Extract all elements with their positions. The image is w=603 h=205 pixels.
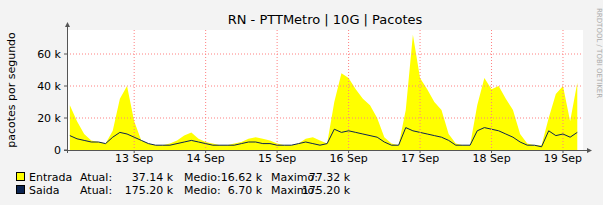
- x-tick-label: 13 Sep: [115, 152, 153, 165]
- line-series: [70, 128, 577, 147]
- legend-stat-value: 6.70 k: [228, 184, 263, 197]
- legend-swatch: [17, 173, 25, 181]
- legend-stat-value: 175.20 k: [302, 184, 351, 197]
- background: [0, 0, 603, 205]
- grid-line: [277, 30, 278, 150]
- legend-stat-label: Atual:: [80, 184, 112, 197]
- title: RN - PTTMetro | 10G | Pacotes: [228, 12, 423, 27]
- y-axis-label: pacotes por segundo: [5, 32, 18, 148]
- legend-stat-label: Medio:: [184, 171, 221, 184]
- watermark: RRDTOOL / TOBI OETIKER: [595, 8, 603, 98]
- x-tick-label: 16 Sep: [329, 152, 367, 165]
- x-axis: [64, 150, 588, 151]
- y-tick-label: 20 k: [37, 112, 61, 125]
- grid-line: [134, 30, 135, 150]
- y-tick: [64, 54, 67, 55]
- legend-stat-value: 37.14 k: [132, 171, 174, 184]
- y-axis: [67, 26, 68, 153]
- y-axis-arrow: [65, 22, 70, 27]
- y-tick: [64, 118, 67, 119]
- legend-label: Entrada: [29, 171, 72, 184]
- x-tick-label: 15 Sep: [258, 152, 296, 165]
- x-tick-label: 19 Sep: [544, 152, 582, 165]
- legend-stat-value: 77.32 k: [309, 171, 351, 184]
- grid-line: [420, 30, 421, 150]
- x-tick-label: 17 Sep: [401, 152, 439, 165]
- legend-stat-value: 175.20 k: [125, 184, 174, 197]
- grid-line: [67, 54, 583, 55]
- grid-line: [67, 118, 583, 119]
- y-tick-label: 0: [54, 144, 61, 157]
- y-tick-label: 60 k: [37, 48, 61, 61]
- x-tick-label: 18 Sep: [472, 152, 510, 165]
- y-tick: [64, 86, 67, 87]
- y-tick: [64, 150, 67, 151]
- grid-line: [67, 86, 583, 87]
- grid-line: [205, 30, 206, 150]
- data-group: [70, 35, 577, 150]
- grid-line: [348, 30, 349, 150]
- legend-label: Saida: [29, 184, 60, 197]
- x-tick-label: 14 Sep: [187, 152, 225, 165]
- legend-stat-label: Medio:: [184, 184, 221, 197]
- plot-area: [67, 30, 583, 150]
- legend-stat-label: Atual:: [80, 171, 112, 184]
- area-series: [70, 35, 577, 150]
- grid-line: [562, 30, 563, 150]
- legend-swatch: [17, 186, 25, 194]
- legend-stat-value: 16.62 k: [221, 171, 263, 184]
- chart: RN - PTTMetro | 10G | Pacotes pacotes por…: [0, 0, 603, 205]
- x-axis-arrow: [587, 148, 592, 153]
- grid-line: [491, 30, 492, 150]
- y-tick-label: 40 k: [37, 80, 61, 93]
